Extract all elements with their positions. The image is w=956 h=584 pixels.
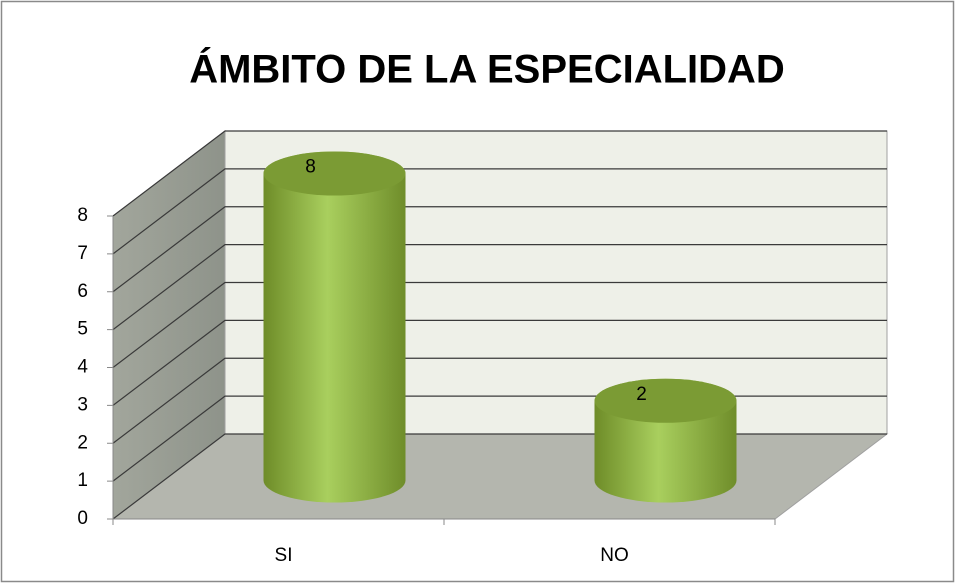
floor — [111, 433, 889, 520]
x-tick-label: NO — [600, 545, 629, 566]
y-tick-label: 8 — [77, 205, 88, 226]
y-tick-label: 7 — [77, 243, 88, 264]
grid-line — [112, 244, 887, 331]
y-tick-label: 0 — [77, 508, 88, 529]
grid-line — [112, 281, 887, 368]
cylinder-top — [594, 378, 737, 423]
y-tick-label: 6 — [77, 281, 88, 302]
y-tick-label: 4 — [77, 357, 88, 378]
grid-line — [112, 357, 887, 444]
data-label: 2 — [636, 384, 647, 405]
data-label: 8 — [305, 157, 316, 178]
grid-line — [112, 319, 887, 406]
cylinder-body — [263, 151, 406, 503]
grid-line — [112, 206, 887, 293]
y-tick-label: 1 — [77, 470, 88, 491]
y-tick-label: 5 — [77, 319, 88, 340]
x-tick-label: SI — [275, 545, 293, 566]
chart-title: ÁMBITO DE LA ESPECIALIDAD — [189, 47, 785, 92]
cylinder-top — [263, 151, 406, 196]
y-tick-label: 3 — [77, 394, 88, 415]
grid-line — [112, 168, 887, 255]
grid-line — [112, 130, 887, 217]
y-tick-label: 2 — [77, 432, 88, 453]
